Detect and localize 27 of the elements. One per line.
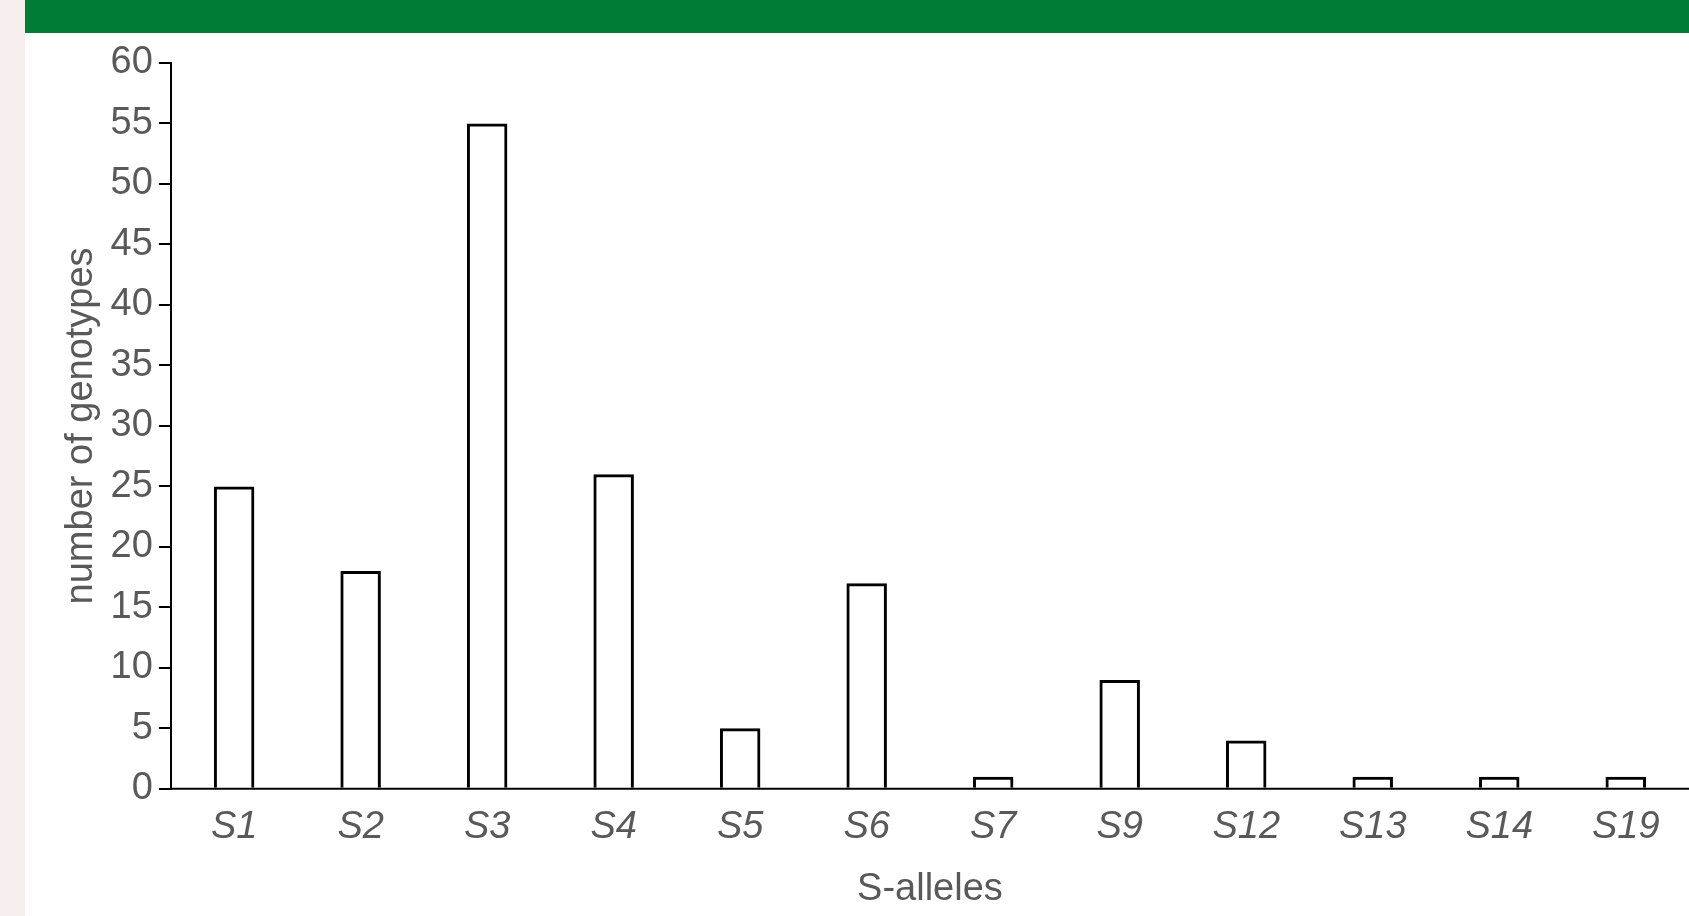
x-tick-label: S19 [1591,804,1660,847]
y-tick-label: 0 [131,765,153,808]
y-tick-label: 5 [131,704,153,747]
y-tick-label: 10 [110,644,153,687]
x-axis-title: S-alleles [857,865,1003,908]
x-tick-label: S1 [210,804,258,847]
x-tick-label: S6 [843,804,891,847]
y-tick-label: 35 [110,341,153,384]
y-tick-label: 45 [110,220,153,263]
y-tick-label: 60 [110,39,153,82]
y-tick-label: 55 [110,99,153,142]
x-tick-label: S2 [337,804,384,847]
y-axis-title: number of genotypes [58,247,101,605]
y-tick-label: 20 [110,523,153,566]
y-tick-label: 40 [110,281,153,324]
y-tick-label: 25 [110,462,153,505]
x-tick-label: S13 [1338,804,1407,847]
x-tick-label: S5 [716,804,765,847]
x-tick-label: S12 [1212,804,1281,847]
x-tick-label: S9 [1096,804,1143,847]
x-tick-label: S14 [1465,804,1534,847]
x-tick-label: S4 [590,804,637,847]
y-tick-label: 15 [110,583,153,626]
x-tick-label: S3 [463,804,511,847]
x-tick-label: S7 [969,804,1019,847]
y-tick-label: 50 [110,160,153,203]
y-tick-label: 30 [110,402,153,445]
